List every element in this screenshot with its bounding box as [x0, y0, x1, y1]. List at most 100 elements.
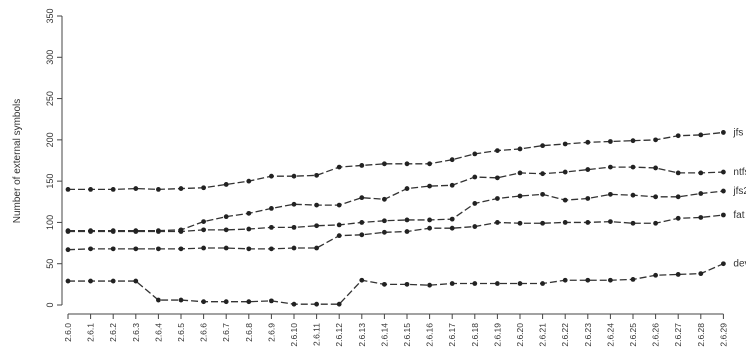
- data-point: [269, 246, 274, 252]
- data-point: [675, 170, 681, 176]
- data-point: [359, 163, 365, 168]
- y-axis: 0 50 100 150 200 250 300 350: [45, 8, 63, 308]
- data-point: [223, 214, 229, 220]
- data-point: [65, 247, 71, 253]
- x-tick-label: 2.6.5: [176, 323, 186, 342]
- data-point: [291, 301, 297, 307]
- data-point: [698, 271, 704, 277]
- data-point: [562, 169, 568, 175]
- data-point: [653, 165, 658, 171]
- data-point: [721, 188, 726, 194]
- data-point: [359, 220, 365, 225]
- series-fat: fat: [65, 210, 745, 253]
- x-tick-label: 2.6.18: [470, 323, 480, 347]
- series-line: [68, 166, 724, 232]
- x-tick-label: 2.6.21: [538, 323, 548, 347]
- data-point: [675, 133, 681, 139]
- data-point: [65, 229, 71, 234]
- data-point: [223, 245, 229, 251]
- x-tick-label: 2.6.7: [221, 323, 231, 342]
- data-point: [472, 281, 478, 286]
- data-point: [472, 201, 478, 206]
- data-point: [404, 186, 410, 191]
- data-point: [201, 227, 207, 233]
- data-point: [223, 299, 229, 305]
- data-point: [449, 182, 455, 188]
- data-point: [721, 261, 726, 267]
- data-point: [336, 233, 342, 239]
- data-point: [88, 187, 93, 192]
- data-point: [382, 281, 387, 287]
- data-point: [246, 299, 252, 305]
- data-point: [201, 245, 207, 251]
- data-point: [133, 278, 139, 284]
- data-point: [291, 245, 297, 251]
- data-point: [495, 196, 500, 201]
- x-tick-label: 2.6.19: [492, 323, 502, 347]
- series-line: [68, 190, 724, 233]
- data-point: [472, 151, 478, 157]
- data-point: [449, 216, 455, 222]
- data-point: [698, 191, 704, 196]
- data-point: [223, 182, 229, 187]
- x-tick-label: 2.6.1: [86, 323, 96, 342]
- data-point: [336, 202, 342, 208]
- data-point: [517, 193, 523, 199]
- data-point: [156, 246, 161, 252]
- data-point: [495, 175, 500, 181]
- y-tick-label: 100: [45, 215, 55, 230]
- data-point: [133, 229, 139, 234]
- data-point: [427, 183, 432, 189]
- x-tick-label: 2.6.4: [153, 323, 163, 342]
- data-point: [608, 277, 613, 283]
- data-point: [495, 148, 500, 153]
- y-axis-title: Number of external symbols: [12, 99, 23, 224]
- x-tick-label: 2.6.12: [334, 323, 344, 347]
- data-point: [223, 227, 229, 233]
- data-point: [608, 139, 613, 144]
- data-point: [201, 185, 207, 191]
- x-tick-label: 2.6.29: [718, 323, 728, 347]
- data-point: [449, 157, 455, 163]
- data-point: [675, 194, 681, 200]
- data-point: [246, 246, 252, 252]
- data-point: [314, 202, 319, 208]
- data-point: [495, 281, 500, 286]
- y-tick-label: 150: [45, 174, 55, 189]
- data-point: [314, 223, 319, 229]
- data-point: [585, 196, 591, 201]
- series-line: [68, 131, 724, 191]
- x-tick-label: 2.6.16: [425, 323, 435, 347]
- data-point: [698, 132, 704, 138]
- data-point: [359, 232, 365, 238]
- data-point: [427, 161, 432, 167]
- data-point: [517, 281, 523, 286]
- x-tick-label: 2.6.28: [696, 323, 706, 347]
- series-line: [67, 214, 724, 251]
- data-point: [65, 278, 71, 284]
- data-point: [675, 215, 681, 221]
- data-point: [608, 219, 613, 225]
- y-tick-label: 350: [45, 8, 55, 23]
- data-point: [110, 229, 116, 234]
- data-point: [585, 277, 591, 283]
- data-point: [201, 219, 207, 225]
- data-point: [517, 220, 523, 226]
- data-point: [178, 246, 184, 252]
- x-tick-label: 2.6.14: [379, 323, 389, 347]
- data-point: [404, 229, 410, 234]
- data-point: [201, 299, 207, 305]
- data-point: [472, 174, 478, 180]
- series-jfs: jfs: [65, 127, 743, 192]
- y-tick-label: 200: [45, 132, 55, 147]
- data-point: [65, 187, 71, 192]
- data-point: [404, 161, 410, 167]
- data-point: [653, 272, 658, 278]
- data-point: [653, 194, 658, 200]
- series-line: [68, 263, 724, 305]
- data-point: [630, 192, 636, 198]
- data-point: [178, 186, 184, 191]
- data-point: [269, 298, 274, 304]
- data-point: [291, 224, 297, 230]
- data-point: [178, 229, 184, 234]
